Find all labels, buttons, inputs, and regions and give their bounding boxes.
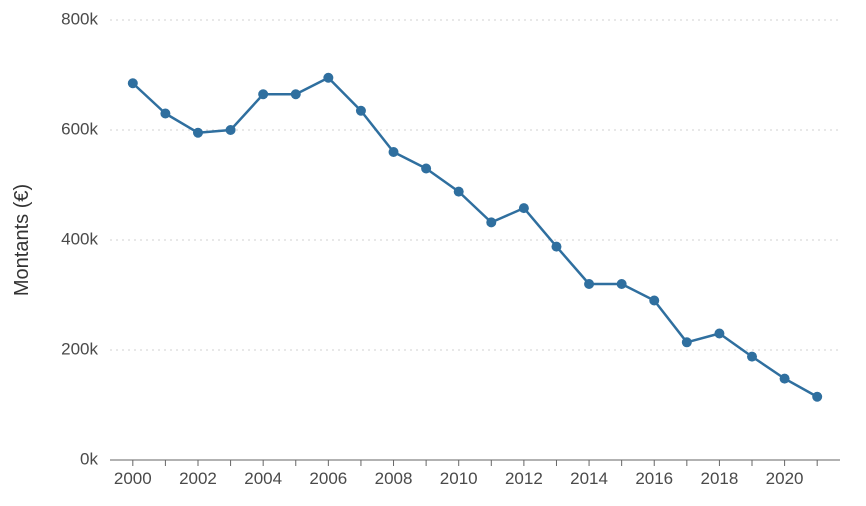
x-tick-label: 2004: [244, 469, 282, 488]
x-tick-label: 2000: [114, 469, 152, 488]
data-point[interactable]: [649, 296, 659, 306]
y-tick-label: 400k: [61, 229, 98, 248]
line-chart: 0k 200k 400k 600k 800k 2000 2002 2004 2006 2008 20…: [0, 0, 866, 506]
data-point[interactable]: [486, 217, 496, 227]
x-tick-label: 2016: [635, 469, 673, 488]
chart-background: [0, 0, 866, 506]
y-tick-label: 0k: [80, 449, 98, 468]
data-point[interactable]: [584, 279, 594, 289]
data-point[interactable]: [747, 352, 757, 362]
x-tick-label: 2014: [570, 469, 608, 488]
data-point[interactable]: [617, 279, 627, 289]
data-point[interactable]: [389, 147, 399, 157]
chart-svg: 0k 200k 400k 600k 800k 2000 2002 2004 2006 2008 20…: [0, 0, 866, 506]
data-point[interactable]: [714, 329, 724, 339]
data-point[interactable]: [193, 128, 203, 138]
data-point[interactable]: [226, 125, 236, 135]
data-point[interactable]: [421, 164, 431, 174]
data-point[interactable]: [258, 89, 268, 99]
x-tick-label: 2018: [701, 469, 739, 488]
data-point[interactable]: [812, 392, 822, 402]
data-point[interactable]: [682, 337, 692, 347]
x-tick-label: 2006: [309, 469, 347, 488]
data-point[interactable]: [356, 106, 366, 116]
y-axis-label: Montants (€): [11, 184, 33, 296]
x-tick-label: 2008: [375, 469, 413, 488]
x-tick-label: 2012: [505, 469, 543, 488]
data-point[interactable]: [519, 203, 529, 213]
data-point[interactable]: [291, 89, 301, 99]
y-tick-label: 600k: [61, 119, 98, 138]
x-tick-label: 2002: [179, 469, 217, 488]
data-point[interactable]: [323, 73, 333, 83]
data-point[interactable]: [128, 78, 138, 88]
y-tick-label: 200k: [61, 339, 98, 358]
data-point[interactable]: [780, 374, 790, 384]
y-tick-label: 800k: [61, 9, 98, 28]
x-tick-label: 2020: [766, 469, 804, 488]
x-tick-label: 2010: [440, 469, 478, 488]
data-point[interactable]: [551, 242, 561, 252]
data-point[interactable]: [454, 187, 464, 197]
data-point[interactable]: [160, 109, 170, 119]
